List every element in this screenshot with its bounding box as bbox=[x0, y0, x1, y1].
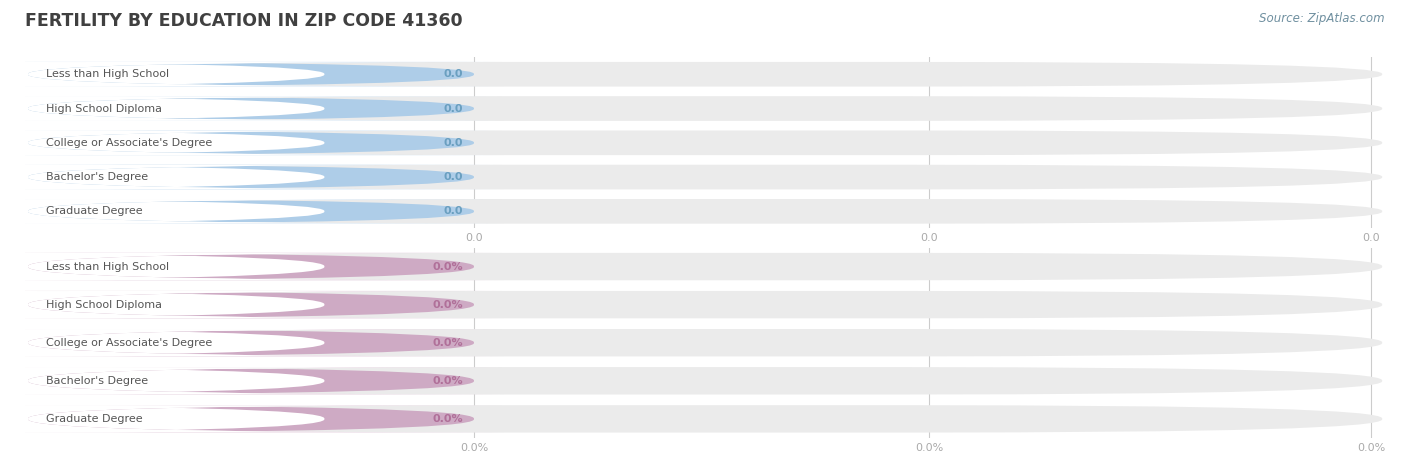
FancyBboxPatch shape bbox=[0, 291, 503, 318]
FancyBboxPatch shape bbox=[28, 291, 1382, 318]
Text: College or Associate's Degree: College or Associate's Degree bbox=[46, 337, 212, 348]
FancyBboxPatch shape bbox=[0, 291, 503, 318]
FancyBboxPatch shape bbox=[0, 130, 503, 155]
Text: 0.0%: 0.0% bbox=[433, 337, 463, 348]
Text: High School Diploma: High School Diploma bbox=[46, 299, 162, 310]
FancyBboxPatch shape bbox=[0, 96, 503, 121]
Text: Bachelor's Degree: Bachelor's Degree bbox=[46, 376, 148, 386]
Text: 0.0: 0.0 bbox=[444, 206, 463, 217]
Text: Bachelor's Degree: Bachelor's Degree bbox=[46, 172, 148, 182]
FancyBboxPatch shape bbox=[28, 199, 1382, 224]
FancyBboxPatch shape bbox=[28, 367, 1382, 395]
FancyBboxPatch shape bbox=[28, 405, 1382, 433]
FancyBboxPatch shape bbox=[0, 199, 503, 224]
FancyBboxPatch shape bbox=[0, 253, 503, 280]
Text: 0.0%: 0.0% bbox=[433, 414, 463, 424]
FancyBboxPatch shape bbox=[0, 405, 503, 433]
Text: 0.0: 0.0 bbox=[444, 138, 463, 148]
Text: FERTILITY BY EDUCATION IN ZIP CODE 41360: FERTILITY BY EDUCATION IN ZIP CODE 41360 bbox=[25, 12, 463, 30]
FancyBboxPatch shape bbox=[28, 62, 1382, 87]
Text: Less than High School: Less than High School bbox=[46, 69, 169, 79]
FancyBboxPatch shape bbox=[28, 165, 1382, 189]
FancyBboxPatch shape bbox=[28, 253, 1382, 280]
FancyBboxPatch shape bbox=[0, 367, 503, 395]
FancyBboxPatch shape bbox=[0, 253, 503, 280]
Text: 0.0: 0.0 bbox=[444, 69, 463, 79]
Text: Less than High School: Less than High School bbox=[46, 261, 169, 272]
FancyBboxPatch shape bbox=[28, 329, 1382, 357]
FancyBboxPatch shape bbox=[0, 130, 503, 155]
Text: College or Associate's Degree: College or Associate's Degree bbox=[46, 138, 212, 148]
FancyBboxPatch shape bbox=[0, 405, 503, 433]
FancyBboxPatch shape bbox=[0, 329, 503, 357]
FancyBboxPatch shape bbox=[0, 165, 503, 189]
Text: 0.0%: 0.0% bbox=[433, 299, 463, 310]
Text: Graduate Degree: Graduate Degree bbox=[46, 206, 142, 217]
FancyBboxPatch shape bbox=[0, 62, 503, 87]
FancyBboxPatch shape bbox=[0, 367, 503, 395]
Text: Source: ZipAtlas.com: Source: ZipAtlas.com bbox=[1260, 12, 1385, 25]
FancyBboxPatch shape bbox=[0, 62, 503, 87]
Text: 0.0: 0.0 bbox=[444, 172, 463, 182]
Text: 0.0: 0.0 bbox=[444, 103, 463, 114]
FancyBboxPatch shape bbox=[0, 329, 503, 357]
Text: 0.0%: 0.0% bbox=[433, 261, 463, 272]
Text: 0.0%: 0.0% bbox=[433, 376, 463, 386]
FancyBboxPatch shape bbox=[28, 130, 1382, 155]
Text: High School Diploma: High School Diploma bbox=[46, 103, 162, 114]
FancyBboxPatch shape bbox=[0, 96, 503, 121]
FancyBboxPatch shape bbox=[0, 165, 503, 189]
Text: Graduate Degree: Graduate Degree bbox=[46, 414, 142, 424]
FancyBboxPatch shape bbox=[0, 199, 503, 224]
FancyBboxPatch shape bbox=[28, 96, 1382, 121]
